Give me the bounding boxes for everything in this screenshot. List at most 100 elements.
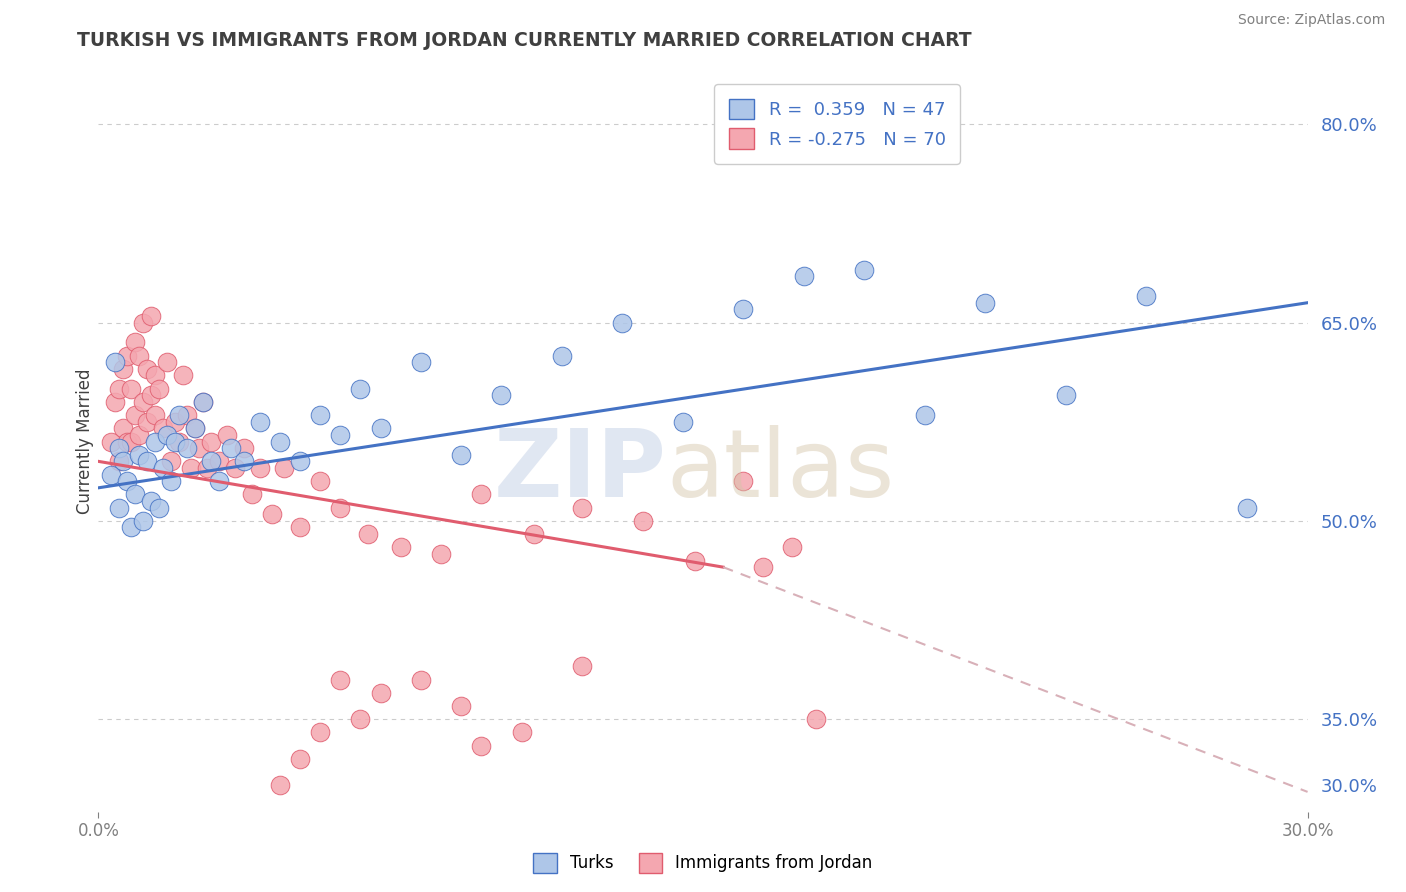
Point xyxy=(143,368,166,383)
Point xyxy=(188,441,211,455)
Point xyxy=(240,487,263,501)
Point xyxy=(200,434,222,449)
Point xyxy=(184,421,207,435)
Point xyxy=(115,434,138,449)
Point xyxy=(193,395,215,409)
Point xyxy=(470,739,492,753)
Point xyxy=(111,361,134,376)
Point xyxy=(232,454,254,468)
Point xyxy=(450,698,472,713)
Point xyxy=(309,725,332,739)
Point xyxy=(217,428,239,442)
Point xyxy=(115,474,138,488)
Point xyxy=(733,302,755,317)
Point xyxy=(309,474,332,488)
Point xyxy=(128,428,150,442)
Point xyxy=(273,461,295,475)
Point xyxy=(128,448,150,462)
Point xyxy=(683,553,706,567)
Point xyxy=(551,349,574,363)
Point xyxy=(132,316,155,330)
Point xyxy=(232,441,254,455)
Point xyxy=(184,421,207,435)
Point xyxy=(172,368,194,383)
Point xyxy=(176,408,198,422)
Point xyxy=(167,434,190,449)
Point xyxy=(124,335,146,350)
Point xyxy=(152,421,174,435)
Point xyxy=(143,434,166,449)
Point xyxy=(139,388,162,402)
Point xyxy=(208,454,231,468)
Point xyxy=(349,712,371,726)
Point xyxy=(672,415,695,429)
Point xyxy=(100,467,122,482)
Point xyxy=(612,316,634,330)
Point xyxy=(124,487,146,501)
Point xyxy=(139,309,162,323)
Point xyxy=(120,520,142,534)
Point xyxy=(631,514,654,528)
Point xyxy=(143,408,166,422)
Point xyxy=(193,395,215,409)
Text: TURKISH VS IMMIGRANTS FROM JORDAN CURRENTLY MARRIED CORRELATION CHART: TURKISH VS IMMIGRANTS FROM JORDAN CURREN… xyxy=(77,31,972,50)
Point xyxy=(135,361,157,376)
Point xyxy=(450,448,472,462)
Point xyxy=(269,434,291,449)
Point xyxy=(103,395,125,409)
Point xyxy=(288,520,311,534)
Point xyxy=(309,408,332,422)
Point xyxy=(780,541,803,555)
Point xyxy=(148,382,170,396)
Point xyxy=(370,421,392,435)
Point xyxy=(370,686,392,700)
Point xyxy=(167,408,190,422)
Point xyxy=(176,441,198,455)
Point xyxy=(111,454,134,468)
Point xyxy=(132,514,155,528)
Point xyxy=(329,673,352,687)
Point xyxy=(329,500,352,515)
Point xyxy=(357,527,380,541)
Point xyxy=(491,388,513,402)
Point xyxy=(139,494,162,508)
Point xyxy=(132,395,155,409)
Legend: Turks, Immigrants from Jordan: Turks, Immigrants from Jordan xyxy=(527,847,879,880)
Point xyxy=(163,415,186,429)
Point xyxy=(793,269,815,284)
Text: ZIP: ZIP xyxy=(494,425,666,517)
Point xyxy=(221,441,243,455)
Point xyxy=(120,434,142,449)
Point xyxy=(195,461,218,475)
Point xyxy=(470,487,492,501)
Point xyxy=(160,474,183,488)
Point xyxy=(208,474,231,488)
Point xyxy=(1135,289,1157,303)
Point xyxy=(409,355,432,369)
Point xyxy=(180,461,202,475)
Text: Source: ZipAtlas.com: Source: ZipAtlas.com xyxy=(1237,13,1385,28)
Point xyxy=(107,441,129,455)
Text: atlas: atlas xyxy=(666,425,896,517)
Point xyxy=(156,355,179,369)
Point xyxy=(288,752,311,766)
Point xyxy=(120,382,142,396)
Point xyxy=(103,355,125,369)
Point xyxy=(571,659,593,673)
Point xyxy=(329,428,352,442)
Point xyxy=(135,415,157,429)
Point xyxy=(224,461,246,475)
Y-axis label: Currently Married: Currently Married xyxy=(76,368,94,515)
Point xyxy=(156,428,179,442)
Point xyxy=(804,712,827,726)
Point xyxy=(152,461,174,475)
Point xyxy=(752,560,775,574)
Point xyxy=(148,500,170,515)
Point xyxy=(288,454,311,468)
Point xyxy=(260,508,283,522)
Point xyxy=(111,421,134,435)
Point xyxy=(1236,500,1258,515)
Point xyxy=(249,461,271,475)
Point xyxy=(523,527,546,541)
Point xyxy=(200,454,222,468)
